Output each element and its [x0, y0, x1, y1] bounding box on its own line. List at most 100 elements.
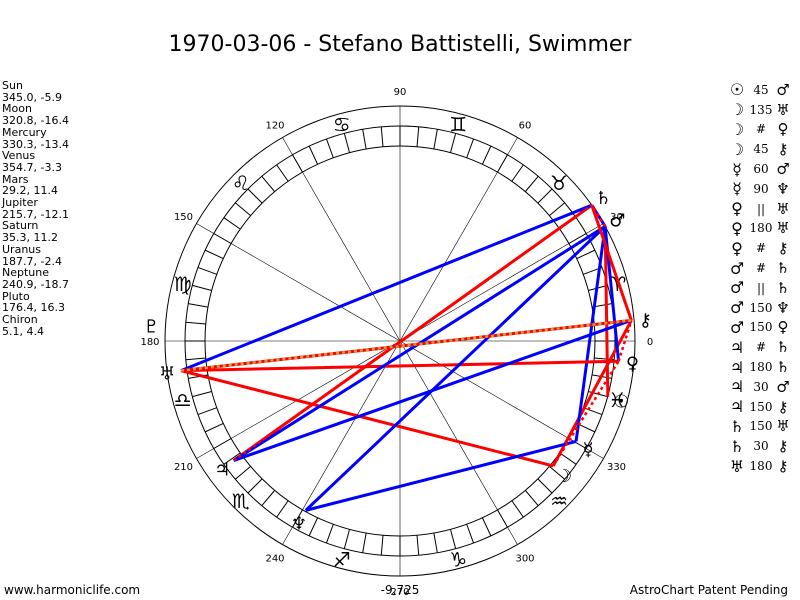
aspect-line — [180, 369, 554, 468]
planet-name: Uranus — [2, 242, 41, 256]
planet-glyph: ♇ — [143, 316, 159, 337]
planet-glyph: ☿ — [583, 439, 594, 460]
planet-glyph: ♅ — [776, 199, 790, 218]
degree-tick — [380, 535, 384, 556]
degree-tick — [559, 452, 577, 465]
planet-name: Moon — [2, 102, 32, 116]
zodiac-sign-glyph: ♉ — [550, 171, 568, 195]
aspect-line — [590, 204, 607, 228]
planet-glyph: ♄ — [776, 259, 790, 278]
planet-glyph: ☽ — [729, 119, 745, 139]
aspect-row: ☽ 45 ⚷ — [726, 139, 792, 159]
website-credit[interactable]: www.harmoniclife.com — [4, 583, 141, 597]
zodiac-sign-glyph: ♏ — [232, 489, 250, 513]
planet-glyph: ♃ — [214, 460, 230, 481]
degree-tick — [185, 357, 206, 361]
aspect-angle: 45 — [753, 82, 769, 97]
aspect-angle: 180 — [749, 459, 773, 474]
degree-tick — [308, 517, 319, 537]
aspect-line — [603, 226, 610, 397]
degree-tick — [276, 500, 289, 518]
zodiac-sign-glyph: ♓ — [608, 388, 626, 412]
aspect-angle: 30 — [753, 439, 769, 454]
degree-tick — [204, 249, 224, 260]
degree-tick — [247, 478, 263, 494]
degree-tick — [511, 164, 524, 182]
aspect-angle: 90 — [753, 181, 769, 196]
ring-tick-label: 30 — [610, 212, 623, 223]
aspect-row: ♃ 150 ⚷ — [726, 397, 792, 417]
degree-tick — [204, 422, 224, 433]
aspect-angle: 180 — [749, 221, 773, 236]
planet-glyph: ☉ — [613, 391, 629, 412]
degree-tick — [416, 126, 420, 147]
ring-tick-label: 210 — [174, 462, 193, 473]
planet-glyph: ⚷ — [777, 140, 789, 159]
planet-name: Neptune — [2, 266, 50, 280]
degree-tick — [576, 249, 596, 260]
degree-tick — [549, 202, 566, 217]
planet-glyph: ⚷ — [777, 397, 789, 416]
aspect-row: ☿ 90 ♆ — [726, 179, 792, 199]
degree-tick — [380, 126, 384, 147]
aspect-row: ♂ || ♄ — [726, 278, 792, 298]
planet-glyph: ♅ — [776, 417, 790, 436]
aspect-angle: # — [755, 122, 767, 137]
ring-tick-label: 330 — [607, 462, 626, 473]
planet-name: Saturn — [2, 219, 39, 233]
ring-tick-label: 60 — [519, 120, 532, 131]
aspect-line — [180, 359, 619, 373]
aspect-line — [180, 318, 632, 373]
aspect-row: ♄ 30 ⚷ — [726, 436, 792, 456]
chart-title: 1970-03-06 - Stefano Battistelli, Swimme… — [168, 32, 632, 57]
degree-tick — [308, 145, 319, 165]
score-value: -9,725 — [380, 583, 420, 597]
planet-glyph: ♀ — [777, 120, 789, 139]
planet-glyph: ☽ — [729, 100, 745, 120]
degree-tick — [234, 465, 251, 480]
planet-name: Pluto — [2, 289, 30, 303]
planet-glyph: ♂ — [776, 160, 790, 179]
planet-glyph: ♃ — [729, 357, 745, 377]
degree-tick — [197, 407, 217, 416]
aspect-list: ☉ 45 ♂ ☽ 135 ♅ ☽ # ♀ ☽ 45 ⚷ ☿ 60 ♂ ☿ 90 ♆ ♀ || ♅ ♀ 180 ♅ ♀ # ⚷ ♂ # ♄ ♂… — [726, 80, 792, 476]
aspect-line — [232, 204, 593, 462]
degree-tick — [343, 529, 351, 549]
zodiac-sign-glyph: ♎ — [174, 388, 192, 412]
planet-glyph: ♄ — [595, 188, 611, 209]
degree-tick — [466, 138, 475, 158]
planet-position: 35.3, 11.2 — [2, 231, 58, 245]
planet-glyph: ☿ — [732, 159, 742, 179]
aspect-angle: || — [756, 201, 766, 216]
aspect-row: ♂ 150 ♀ — [726, 318, 792, 338]
planet-name: Sun — [2, 79, 23, 92]
planet-position: 345.0, -5.9 — [2, 90, 62, 104]
aspect-line — [617, 319, 633, 362]
zodiac-sign-glyph: ♋ — [333, 113, 351, 137]
zodiac-sign-glyph: ♊ — [449, 113, 467, 137]
degree-tick — [433, 532, 438, 553]
planet-glyph: ♅ — [776, 100, 790, 119]
planet-glyph: ♅ — [159, 363, 175, 384]
degree-tick — [261, 490, 276, 507]
aspect-row: ☉ 45 ♂ — [726, 80, 792, 100]
degree-tick — [247, 188, 263, 204]
planet-glyph: ⚷ — [777, 457, 789, 476]
ring-tick-label: 300 — [515, 554, 534, 565]
planet-position: 215.7, -12.1 — [2, 207, 69, 221]
degree-tick — [362, 129, 367, 150]
zodiac-sign-glyph: ♑ — [449, 547, 467, 571]
planet-glyph: ⚷ — [777, 239, 789, 258]
planet-position: 354.7, -3.3 — [2, 160, 62, 174]
planet-glyph: ♂ — [729, 298, 745, 318]
degree-tick — [481, 517, 492, 537]
planet-glyph: ♅ — [729, 456, 745, 476]
aspect-line — [304, 225, 607, 512]
degree-tick — [583, 407, 603, 416]
aspect-row: ♂ 150 ♆ — [726, 298, 792, 318]
aspect-line — [180, 203, 593, 373]
planet-position: 187.7, -2.4 — [2, 254, 62, 268]
aspect-row: ♀ 180 ♅ — [726, 219, 792, 239]
aspect-row: ☿ 60 ♂ — [726, 159, 792, 179]
zodiac-sign-glyph: ♍ — [174, 272, 192, 296]
